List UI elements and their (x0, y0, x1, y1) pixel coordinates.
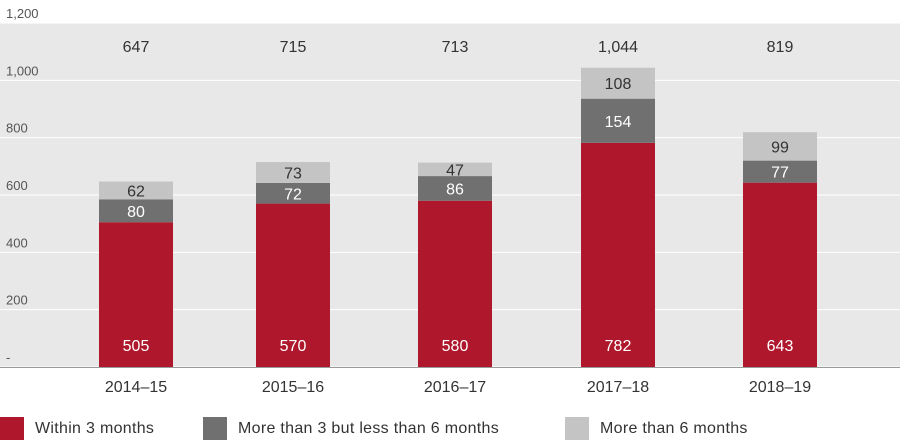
total-labels: 647 715 713 1,044 819 (123, 39, 794, 56)
y-tick-label: 400 (6, 235, 28, 250)
bars: 505 80 62 570 72 73 580 86 47 782 154 108 643 77 99 (99, 67, 817, 367)
total-label: 713 (442, 39, 469, 56)
bar-segment (743, 132, 817, 161)
legend-label: More than 3 but less than 6 months (238, 419, 500, 437)
legend-item-more-than-6-months: More than 6 months (565, 416, 748, 441)
x-tick-label: 2014–15 (105, 379, 167, 396)
bar-segment (256, 203, 330, 367)
data-label: 86 (446, 181, 464, 198)
data-label: 62 (127, 183, 145, 200)
legend-swatch-within-3-months (0, 417, 24, 440)
total-label: 647 (123, 39, 150, 56)
x-tick-label: 2016–17 (424, 379, 486, 396)
bar-segment (256, 162, 330, 183)
data-label: 580 (442, 338, 469, 355)
bar-segment (418, 162, 492, 177)
bar-segment (418, 200, 492, 367)
bar-segment (418, 176, 492, 201)
data-label: 154 (605, 114, 632, 131)
bar-segment (99, 222, 173, 367)
y-tick-label: 600 (6, 178, 28, 193)
data-label: 73 (284, 165, 302, 182)
data-label: 80 (127, 204, 145, 221)
bar-segment (256, 182, 330, 204)
legend-label: More than 6 months (600, 419, 748, 437)
data-label: 47 (446, 162, 464, 179)
y-axis-ticks: - 200 400 600 800 1,000 1,200 (6, 6, 39, 365)
data-label: 505 (123, 338, 150, 355)
x-tick-label: 2015–16 (262, 379, 324, 396)
legend-item-within-3-months: Within 3 months (0, 416, 154, 441)
data-label: 782 (605, 338, 632, 355)
x-tick-label: 2018–19 (749, 379, 811, 396)
legend-swatch-3-to-6-months (203, 417, 227, 440)
data-label: 72 (284, 186, 302, 203)
y-tick-label: 1,200 (6, 6, 39, 21)
x-tick-label: 2017–18 (587, 379, 649, 396)
total-label: 1,044 (598, 39, 638, 56)
legend: Within 3 months More than 3 but less tha… (0, 416, 900, 441)
legend-item-3-to-6-months: More than 3 but less than 6 months (203, 416, 499, 441)
bar-segment (99, 199, 173, 223)
y-tick-label: 200 (6, 293, 28, 308)
data-label: 77 (771, 165, 789, 182)
bar-segment (581, 98, 655, 143)
bar-segment (99, 181, 173, 200)
data-label: 108 (605, 76, 632, 93)
data-label: 570 (280, 338, 307, 355)
legend-label: Within 3 months (35, 419, 155, 437)
total-label: 819 (767, 39, 794, 56)
y-tick-label: - (6, 350, 10, 365)
bar-segment (743, 160, 817, 183)
legend-swatch-more-than-6-months (565, 417, 589, 440)
y-tick-label: 800 (6, 121, 28, 136)
bar-segment (581, 142, 655, 367)
bar-segment (743, 182, 817, 367)
data-label: 643 (767, 338, 794, 355)
bar-segment (581, 67, 655, 99)
x-axis-labels: 2014–15 2015–16 2016–17 2017–18 2018–19 (105, 379, 811, 396)
y-tick-label: 1,000 (6, 63, 39, 78)
total-label: 715 (280, 39, 307, 56)
data-label: 99 (771, 139, 789, 156)
